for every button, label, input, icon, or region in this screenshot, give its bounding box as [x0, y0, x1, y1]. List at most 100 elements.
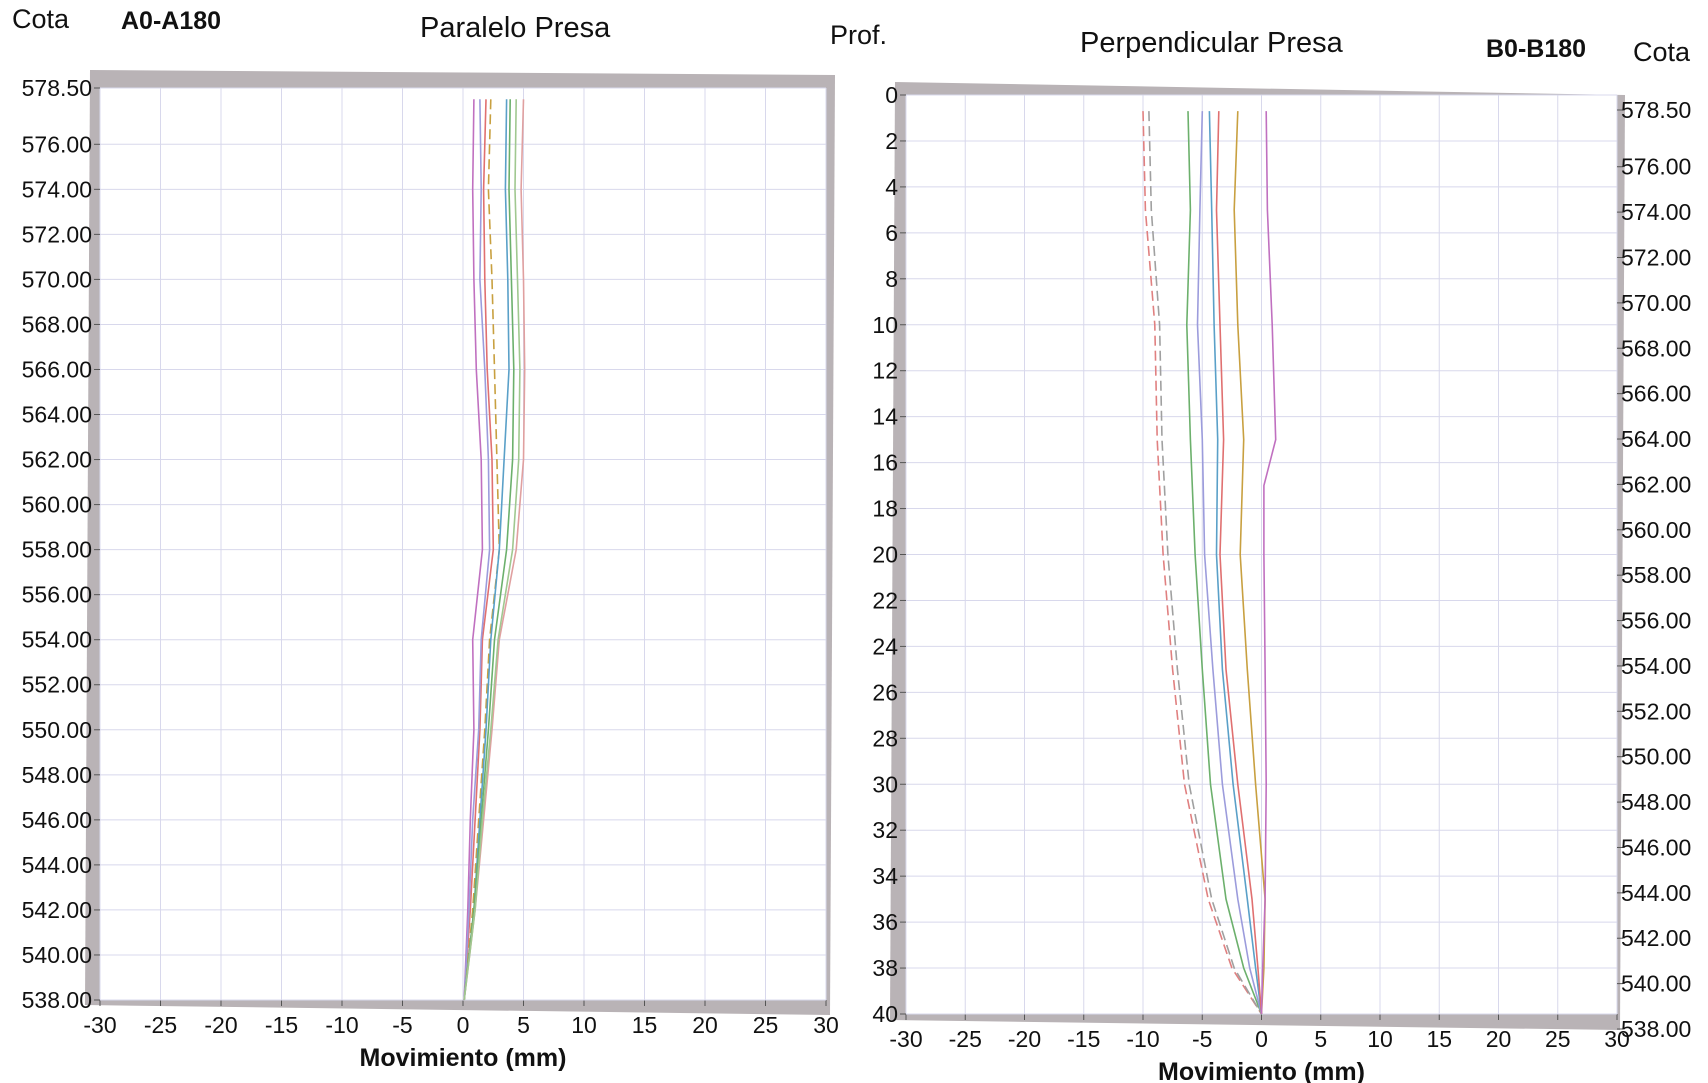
right-x-tick-label: -20 [1008, 1026, 1041, 1052]
left-cota-header: Cota [12, 4, 70, 34]
right-prof-tick-label: 36 [872, 909, 898, 935]
left-x-tick-label: 30 [813, 1012, 839, 1038]
right-chart-title: Perpendicular Presa [1080, 27, 1343, 59]
right-cota-tick-label: 564.00 [1621, 426, 1691, 452]
left-y-tick-label: 570.00 [22, 266, 92, 292]
right-prof-tick-label: 12 [872, 358, 898, 384]
right-x-tick-label: -5 [1192, 1026, 1212, 1052]
left-y-tick-label: 574.00 [22, 176, 92, 202]
left-y-tick-label: 550.00 [22, 717, 92, 743]
right-cota-tick-label: 542.00 [1621, 925, 1691, 951]
left-x-tick-label: 25 [753, 1012, 779, 1038]
left-x-tick-label: 20 [692, 1012, 718, 1038]
right-prof-tick-label: 30 [872, 771, 898, 797]
right-cota-tick-label: 562.00 [1621, 471, 1691, 497]
right-prof-tick-label: 24 [872, 633, 898, 659]
left-y-tick-label: 542.00 [22, 897, 92, 923]
left-series-line [463, 99, 495, 1001]
left-x-tick-label: -25 [144, 1012, 177, 1038]
right-prof-tick-label: 26 [872, 679, 898, 705]
right-cota-tick-label: 544.00 [1621, 880, 1691, 906]
left-x-tick-label: 5 [517, 1012, 530, 1038]
right-cota-tick-label: 574.00 [1621, 199, 1691, 225]
right-prof-tick-label: 40 [872, 1001, 898, 1027]
right-cota-tick-label: 572.00 [1621, 244, 1691, 270]
right-prof-tick-label: 10 [872, 312, 898, 338]
left-y-tick-label: 578.50 [22, 75, 92, 101]
left-series-line [463, 99, 510, 1001]
right-x-tick-label: 0 [1255, 1026, 1268, 1052]
right-x-tick-label: -25 [949, 1026, 982, 1052]
right-series-line [1185, 111, 1263, 1015]
left-series-line [463, 99, 484, 1001]
right-prof-tick-label: 4 [885, 174, 898, 200]
left-x-tick-label: 0 [457, 1012, 470, 1038]
right-prof-tick-label: 8 [885, 266, 898, 292]
right-prof-tick-label: 6 [885, 220, 898, 246]
left-x-axis-label: Movimiento (mm) [360, 1044, 567, 1072]
right-x-tick-label: 5 [1314, 1026, 1327, 1052]
left-x-tick-label: 10 [571, 1012, 597, 1038]
left-y-tick-label: 572.00 [22, 221, 92, 247]
right-series-line [1196, 111, 1263, 1015]
right-cota-tick-label: 550.00 [1621, 744, 1691, 770]
left-y-tick-label: 544.00 [22, 852, 92, 878]
right-cota-tick-label: 570.00 [1621, 290, 1691, 316]
right-cota-tick-label: 540.00 [1621, 971, 1691, 997]
right-x-tick-label: 20 [1486, 1026, 1512, 1052]
right-prof-tick-label: 28 [872, 725, 898, 751]
left-series-line [463, 99, 515, 1001]
left-y-tick-label: 540.00 [22, 942, 92, 968]
right-cota-tick-label: 556.00 [1621, 608, 1691, 634]
right-series-line [1260, 111, 1277, 1015]
right-cota-tick-label: 566.00 [1621, 381, 1691, 407]
left-x-tick-label: -5 [392, 1012, 412, 1038]
right-cota-header: Cota [1633, 37, 1691, 67]
right-x-tick-label: 10 [1367, 1026, 1393, 1052]
right-x-tick-label: -30 [889, 1026, 922, 1052]
right-series-line [1142, 111, 1263, 1015]
left-y-tick-label: 568.00 [22, 311, 92, 337]
right-prof-tick-label: 18 [872, 496, 898, 522]
right-series-line [1215, 111, 1263, 1015]
left-x-tick-label: 15 [632, 1012, 658, 1038]
right-x-tick-label: 30 [1604, 1026, 1630, 1052]
right-x-tick-label: 25 [1545, 1026, 1571, 1052]
right-x-tick-label: -15 [1067, 1026, 1100, 1052]
left-chart-title: Paralelo Presa [420, 12, 611, 44]
left-y-tick-label: 556.00 [22, 582, 92, 608]
left-y-tick-label: 560.00 [22, 492, 92, 518]
left-y-tick-label: 564.00 [22, 402, 92, 428]
right-cota-tick-label: 548.00 [1621, 789, 1691, 815]
right-prof-tick-label: 20 [872, 542, 898, 568]
right-x-tick-label: -10 [1126, 1026, 1159, 1052]
right-cota-tick-label: 568.00 [1621, 335, 1691, 361]
right-code-header: B0-B180 [1486, 35, 1587, 63]
right-cota-tick-label: 552.00 [1621, 698, 1691, 724]
prof-header: Prof. [830, 20, 888, 50]
right-cota-tick-label: 546.00 [1621, 834, 1691, 860]
left-y-tick-label: 558.00 [22, 537, 92, 563]
left-series-line [463, 99, 491, 1001]
right-prof-tick-label: 16 [872, 450, 898, 476]
right-cota-tick-label: 558.00 [1621, 562, 1691, 588]
left-series-line [463, 99, 521, 1001]
left-y-tick-label: 546.00 [22, 807, 92, 833]
left-code-header: A0-A180 [121, 7, 222, 35]
left-y-tick-label: 566.00 [22, 356, 92, 382]
right-prof-tick-label: 2 [885, 128, 898, 154]
right-series-line [1148, 111, 1263, 1015]
right-x-tick-label: 15 [1426, 1026, 1452, 1052]
right-prof-tick-label: 22 [872, 587, 898, 613]
right-x-axis-label: Movimiento (mm) [1158, 1058, 1365, 1083]
left-x-tick-label: -15 [265, 1012, 298, 1038]
right-series-line [1208, 111, 1263, 1015]
right-cota-tick-label: 560.00 [1621, 517, 1691, 543]
right-prof-tick-label: 14 [872, 404, 898, 430]
left-y-tick-label: 562.00 [22, 447, 92, 473]
right-cota-tick-label: 576.00 [1621, 154, 1691, 180]
left-x-tick-label: -20 [204, 1012, 237, 1038]
right-cota-tick-label: 538.00 [1621, 1016, 1691, 1042]
